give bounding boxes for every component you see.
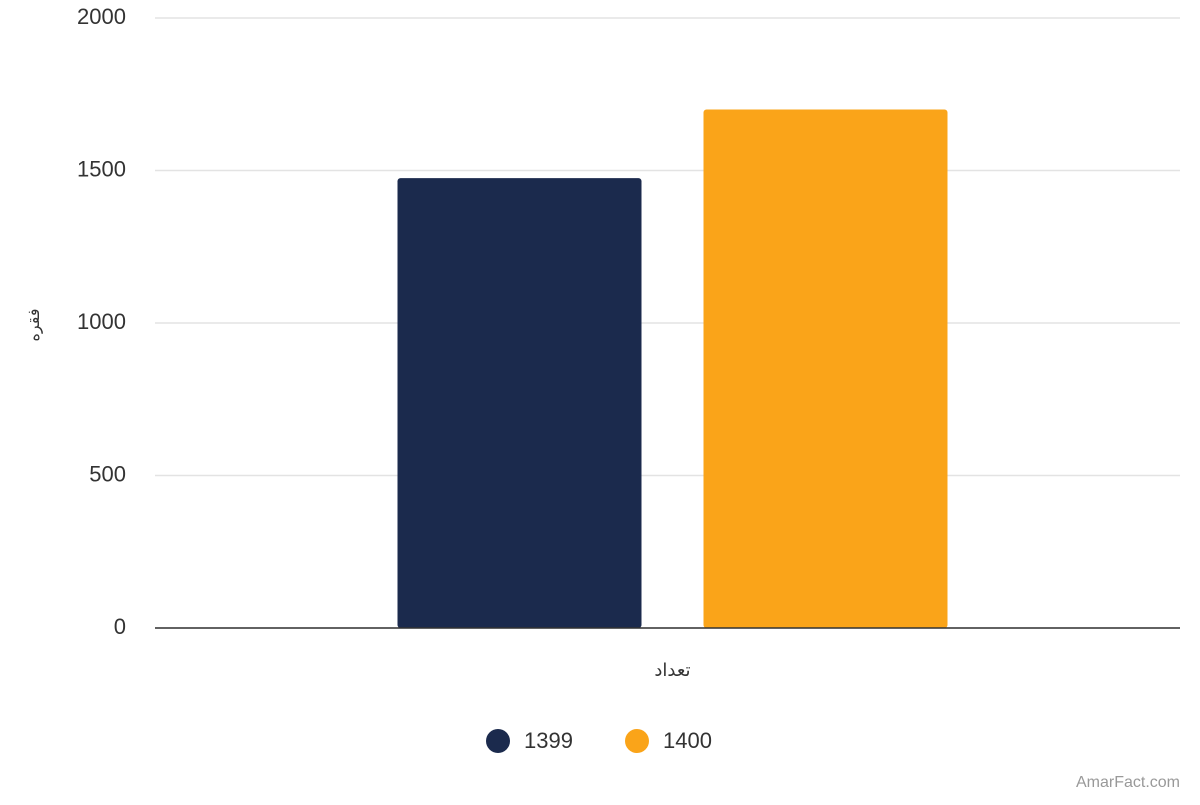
x-tick-label: تعداد bbox=[654, 660, 690, 680]
watermark: AmarFact.com bbox=[1076, 774, 1180, 791]
y-tick-label: 1500 bbox=[77, 156, 126, 181]
y-tick-label: 2000 bbox=[77, 4, 126, 29]
legend-marker bbox=[486, 729, 510, 753]
legend-marker bbox=[625, 729, 649, 753]
legend-label: 1400 bbox=[663, 728, 712, 753]
bar bbox=[397, 178, 642, 628]
y-tick-label: 1000 bbox=[77, 309, 126, 334]
y-tick-label: 0 bbox=[114, 614, 126, 639]
y-tick-label: 500 bbox=[89, 461, 126, 486]
y-axis-title: فقره bbox=[26, 309, 44, 342]
bar bbox=[703, 109, 948, 628]
legend-label: 1399 bbox=[524, 728, 573, 753]
